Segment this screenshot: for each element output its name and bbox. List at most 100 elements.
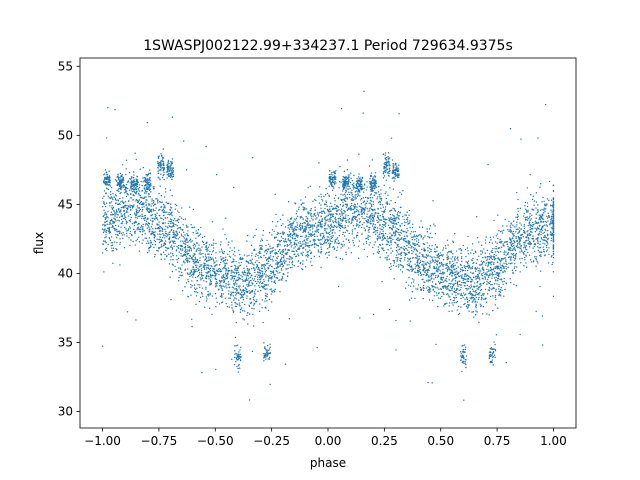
data-point	[364, 217, 366, 220]
data-point	[528, 234, 530, 236]
data-point	[116, 241, 118, 244]
data-point	[321, 198, 323, 201]
data-point	[147, 225, 149, 227]
data-point	[117, 219, 119, 222]
data-point	[282, 265, 285, 267]
data-point	[118, 187, 120, 190]
data-point	[250, 301, 253, 303]
data-point	[246, 240, 248, 242]
data-point	[107, 243, 109, 246]
data-point	[350, 209, 352, 211]
data-point	[286, 275, 289, 277]
data-point	[399, 253, 401, 255]
data-point	[401, 251, 403, 254]
data-point	[201, 292, 203, 294]
data-point	[310, 251, 313, 253]
data-point	[421, 273, 423, 276]
data-point	[508, 248, 510, 250]
data-point	[391, 214, 394, 216]
data-point	[254, 234, 256, 237]
data-point	[192, 266, 195, 268]
data-point	[267, 260, 270, 262]
data-point	[167, 227, 169, 229]
data-point	[328, 194, 330, 196]
data-point	[305, 243, 307, 246]
data-point	[184, 234, 186, 236]
data-point	[124, 206, 126, 208]
data-point	[412, 242, 414, 245]
data-point	[170, 212, 172, 214]
data-point	[399, 211, 401, 214]
data-point	[468, 275, 470, 277]
data-point	[169, 189, 171, 191]
data-point	[272, 246, 274, 249]
data-point	[356, 224, 359, 226]
data-point	[429, 263, 431, 265]
data-point	[430, 275, 432, 278]
data-point	[365, 240, 368, 243]
data-point	[199, 277, 202, 279]
data-point	[211, 313, 213, 315]
data-point	[226, 277, 228, 280]
data-point	[498, 268, 500, 270]
data-point	[169, 276, 171, 278]
data-point	[357, 192, 359, 194]
data-point	[495, 276, 497, 279]
data-point	[463, 303, 465, 306]
data-point	[374, 213, 376, 215]
data-point	[159, 201, 161, 203]
data-point	[150, 208, 152, 211]
data-point	[177, 238, 179, 240]
data-point	[392, 217, 394, 220]
data-point	[428, 286, 430, 289]
data-point	[477, 298, 480, 301]
data-point	[203, 243, 205, 246]
data-point	[381, 280, 383, 283]
data-point	[278, 249, 281, 251]
data-point	[292, 230, 294, 233]
data-point	[261, 282, 263, 285]
data-point	[315, 215, 317, 217]
data-point	[114, 197, 117, 200]
data-point	[179, 227, 181, 229]
data-point	[149, 188, 152, 191]
data-point	[372, 209, 374, 212]
data-point	[328, 231, 331, 234]
data-point	[484, 252, 486, 254]
data-point	[361, 223, 364, 226]
data-point	[498, 294, 500, 296]
data-point	[466, 261, 469, 264]
data-point	[356, 220, 358, 223]
data-point	[248, 399, 251, 401]
data-point	[214, 286, 217, 288]
data-point	[424, 256, 426, 258]
data-point	[182, 242, 185, 244]
data-point	[172, 264, 174, 266]
data-point	[120, 178, 122, 180]
data-point	[476, 288, 478, 290]
data-point	[478, 292, 481, 294]
data-point	[104, 224, 107, 226]
data-point	[203, 280, 205, 282]
data-point	[326, 240, 329, 242]
data-point	[326, 219, 329, 221]
data-point	[381, 237, 384, 239]
data-point	[416, 243, 418, 245]
data-point	[128, 189, 131, 191]
data-point	[398, 246, 400, 248]
data-point	[226, 262, 228, 264]
data-point	[466, 307, 469, 309]
data-point	[148, 250, 150, 252]
data-point	[226, 287, 228, 289]
data-point	[107, 228, 109, 230]
data-point	[136, 212, 138, 214]
data-point	[164, 205, 166, 207]
data-point	[141, 213, 143, 216]
data-point	[527, 209, 529, 211]
data-point	[214, 257, 217, 259]
data-point	[216, 273, 218, 275]
data-point	[512, 271, 514, 273]
data-point	[293, 229, 295, 232]
data-point	[276, 233, 278, 236]
data-point	[115, 233, 117, 236]
